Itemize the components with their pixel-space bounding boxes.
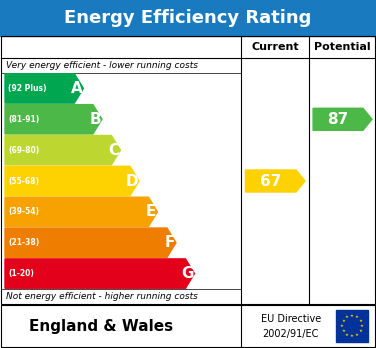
Text: ★: ★: [350, 314, 354, 318]
Text: 67: 67: [260, 174, 281, 189]
Text: D: D: [125, 174, 138, 189]
Text: 2002/91/EC: 2002/91/EC: [262, 329, 319, 339]
Text: ★: ★: [360, 324, 364, 328]
Polygon shape: [5, 259, 194, 288]
Bar: [336, 310, 368, 342]
Polygon shape: [313, 108, 372, 130]
Text: B: B: [89, 112, 101, 127]
Text: ★: ★: [341, 319, 345, 323]
Text: EU Directive: EU Directive: [261, 314, 321, 324]
Text: ★: ★: [359, 329, 362, 333]
Polygon shape: [5, 228, 176, 258]
Text: C: C: [108, 143, 120, 158]
Polygon shape: [5, 166, 139, 196]
Text: G: G: [181, 266, 194, 281]
Text: (81-91): (81-91): [8, 115, 39, 124]
Polygon shape: [5, 135, 120, 165]
Text: ★: ★: [345, 315, 349, 319]
Text: ★: ★: [340, 324, 344, 328]
Text: A: A: [71, 81, 82, 96]
Text: (69-80): (69-80): [8, 146, 39, 155]
Text: (21-38): (21-38): [8, 238, 39, 247]
Text: ★: ★: [355, 315, 359, 319]
Text: England & Wales: England & Wales: [29, 318, 173, 333]
Text: E: E: [146, 204, 156, 219]
Text: ★: ★: [359, 319, 362, 323]
Text: 87: 87: [327, 112, 349, 127]
Text: Potential: Potential: [314, 42, 371, 52]
Text: Current: Current: [252, 42, 299, 52]
Bar: [0, 0, 376, 36]
Polygon shape: [246, 170, 305, 192]
Text: (55-68): (55-68): [8, 176, 39, 185]
Text: (39-54): (39-54): [8, 207, 39, 216]
Text: ★: ★: [341, 329, 345, 333]
Text: Very energy efficient - lower running costs: Very energy efficient - lower running co…: [6, 61, 198, 70]
Text: (92 Plus): (92 Plus): [8, 84, 47, 93]
Text: (1-20): (1-20): [8, 269, 34, 278]
Text: F: F: [165, 235, 175, 250]
Text: ★: ★: [355, 333, 359, 337]
Bar: [1, 36, 375, 304]
Polygon shape: [5, 105, 102, 134]
Text: Not energy efficient - higher running costs: Not energy efficient - higher running co…: [6, 292, 198, 301]
Polygon shape: [5, 74, 83, 103]
Text: ★: ★: [350, 334, 354, 338]
Polygon shape: [5, 197, 158, 227]
Bar: [0, 304, 376, 348]
Bar: [1, 305, 375, 347]
Text: ★: ★: [345, 333, 349, 337]
Text: Energy Efficiency Rating: Energy Efficiency Rating: [64, 9, 312, 27]
